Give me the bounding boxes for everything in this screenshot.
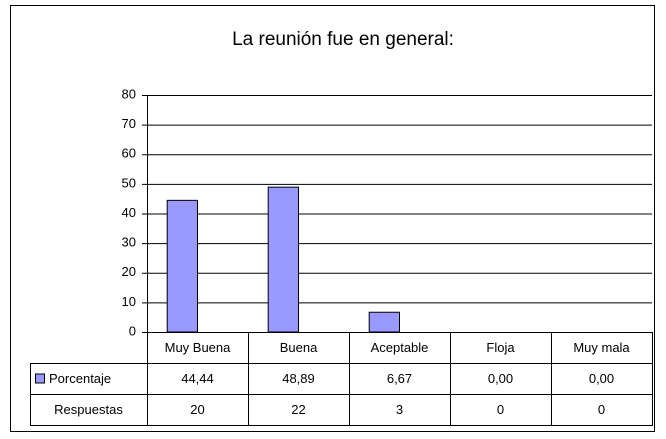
legend-label: Porcentaje (49, 371, 111, 386)
table-value: 0,00 (589, 371, 614, 386)
y-tick-label: 20 (122, 264, 136, 279)
x-tick-label: Muy Buena (165, 340, 232, 355)
y-tick-label: 40 (122, 205, 136, 220)
y-tick-label: 0 (129, 323, 136, 338)
table-value: 0 (497, 402, 504, 417)
x-tick-label: Buena (280, 340, 318, 355)
x-tick-label: Muy mala (573, 340, 630, 355)
table-value: 48,89 (282, 371, 315, 386)
row-label: Respuestas (54, 402, 123, 417)
table-value: 20 (190, 402, 204, 417)
y-tick-label: 70 (122, 116, 136, 131)
chart-title: La reunión fue en general: (232, 29, 454, 50)
y-tick-label: 10 (122, 294, 136, 309)
x-tick-label: Floja (486, 340, 515, 355)
bar (166, 199, 198, 333)
table-value: 0 (598, 402, 605, 417)
bar (267, 186, 300, 333)
table-value: 22 (291, 402, 305, 417)
table-value: 0,00 (488, 371, 513, 386)
y-tick-label: 80 (122, 86, 136, 101)
bar (368, 311, 401, 333)
table-value: 3 (396, 402, 403, 417)
x-tick-label: Aceptable (371, 340, 429, 355)
legend-key (35, 373, 45, 384)
y-tick-label: 60 (122, 146, 136, 161)
table-value: 6,67 (387, 371, 412, 386)
y-tick-label: 30 (122, 235, 136, 250)
table-value: 44,44 (181, 371, 214, 386)
chart-border (10, 5, 655, 432)
y-tick-label: 50 (122, 175, 136, 190)
